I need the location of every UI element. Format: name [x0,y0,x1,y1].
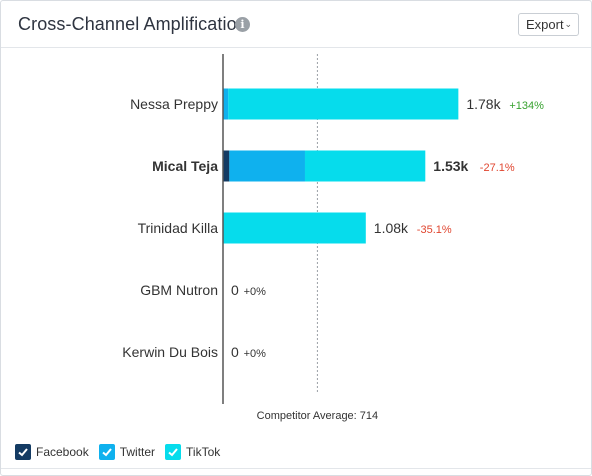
total-label: 0 [231,282,239,298]
total-label: 0 [231,344,239,360]
export-label: Export [526,17,564,32]
category-label: GBM Nutron [140,282,218,298]
bar-segment-tiktok [223,212,366,244]
card-header: Cross-Channel Amplification i Export ⌄ [1,1,591,48]
bar-segment-twitter [223,88,229,120]
divider [1,468,591,469]
checkbox-icon [15,444,31,460]
info-circle-icon[interactable]: i [235,17,250,32]
change-label: +0% [244,286,267,298]
checkbox-icon [98,444,115,460]
bar-segment-tiktok [228,88,459,120]
change-label: +0% [244,348,267,360]
change-label: -27.1% [480,162,515,174]
legend-label: Twitter [119,445,156,459]
category-label: Nessa Preppy [130,96,218,112]
legend-item-facebook[interactable]: Facebook [15,444,89,460]
total-label: 1.53k [433,158,468,174]
legend-item-twitter[interactable]: Twitter [98,444,156,460]
reference-line-label: Competitor Average: 714 [257,410,378,422]
total-label: 1.08k [374,220,409,236]
bar-chart: Competitor Average: 714 Nessa Preppy 1.78k… [122,54,544,422]
category-label: Kerwin Du Bois [122,344,218,360]
bar-segment-tiktok [304,150,426,182]
category-label: Trinidad Killa [138,220,219,236]
total-label: 1.78k [466,96,501,112]
chart-title: Cross-Channel Amplification [18,14,247,34]
legend-label: TikTok [186,445,221,459]
checkbox-icon [165,444,182,460]
export-button[interactable]: Export ⌄ [518,13,579,36]
bar-segment-facebook [223,150,230,182]
category-label: Mical Teja [152,158,218,174]
chart-legend: Facebook Twitter TikTok [15,442,230,462]
legend-item-tiktok[interactable]: TikTok [165,444,220,460]
chevron-down-icon: ⌄ [564,19,572,29]
change-label: +134% [509,100,544,112]
bar-segment-twitter [229,150,305,182]
change-label: -35.1% [417,224,452,236]
legend-label: Facebook [36,445,89,459]
